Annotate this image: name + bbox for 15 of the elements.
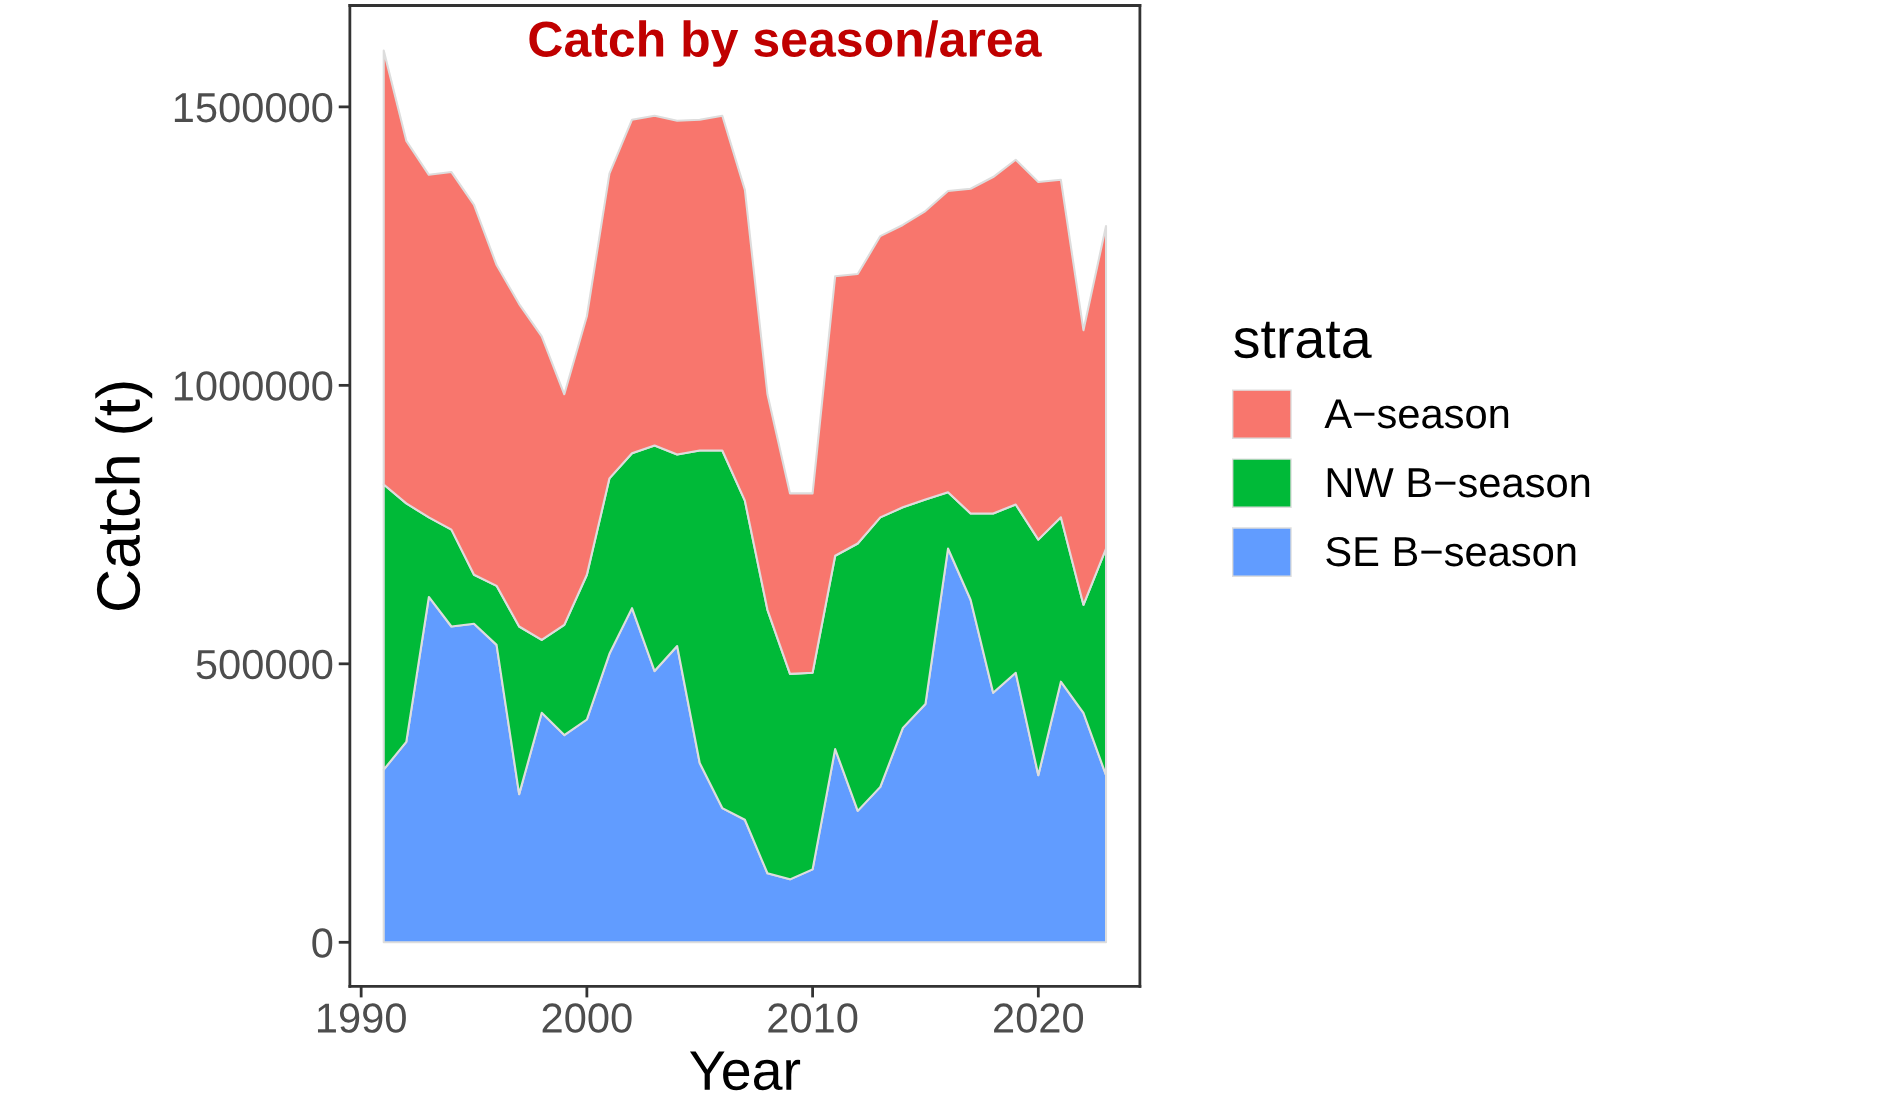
x-tick-label: 2000 xyxy=(542,1003,632,1033)
legend-label: A−season xyxy=(1324,399,1509,429)
x-tick-label: 2010 xyxy=(768,1003,858,1033)
legend-label: SE B−season xyxy=(1326,536,1576,567)
y-tick-label: 1000000 xyxy=(174,371,333,401)
y-tick-label: 0 xyxy=(312,928,333,958)
y-tick-label: 500000 xyxy=(196,649,333,680)
x-tick-label: 1990 xyxy=(317,1003,406,1033)
legend-label: NW B−season xyxy=(1327,468,1590,498)
chart-title: Catch by season/area xyxy=(529,20,1042,67)
legend-title: strata xyxy=(1234,321,1372,359)
y-axis-title: Catch (t) xyxy=(95,382,153,610)
x-axis-title: Year xyxy=(689,1051,801,1091)
x-tick-label: 2020 xyxy=(994,1003,1084,1033)
y-tick-label: 1500000 xyxy=(174,92,333,123)
